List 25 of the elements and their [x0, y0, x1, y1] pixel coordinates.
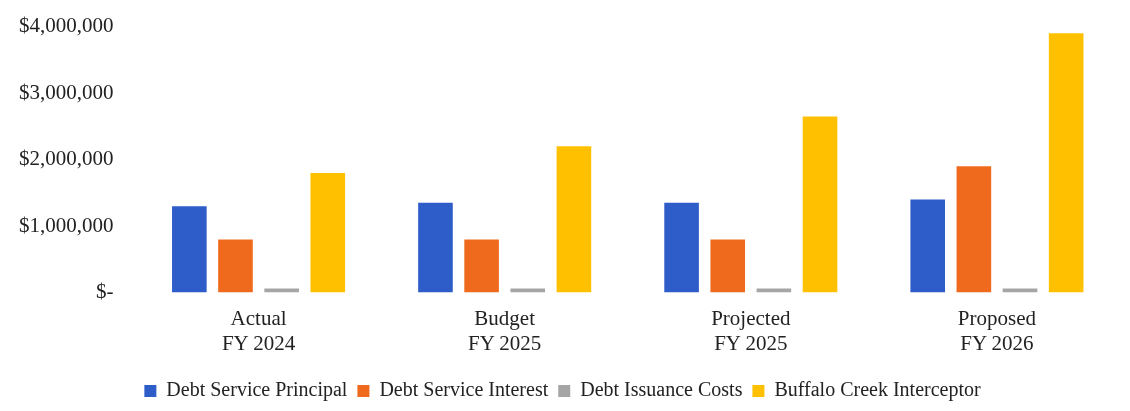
x-tick-label: Actual FY 2024 [221, 305, 296, 355]
bar [664, 202, 699, 293]
bar [310, 172, 346, 293]
bar [802, 116, 838, 293]
legend-label: Debt Service Principal [166, 378, 348, 402]
bar [956, 166, 992, 293]
y-tick-label: $3,000,000 [19, 79, 114, 104]
bar [710, 239, 746, 293]
legend-label: Buffalo Creek Interceptor [774, 378, 981, 402]
bar [910, 199, 946, 293]
bar [556, 146, 592, 293]
bar [464, 239, 499, 293]
legend-label: Debt Issuance Costs [580, 378, 743, 401]
y-tick-label: $1,000,000 [19, 212, 114, 237]
x-tick-label: Projected FY 2025 [711, 305, 791, 355]
x-tick-label: Budget FY 2025 [468, 305, 542, 355]
y-tick-label: $2,000,000 [19, 146, 114, 171]
bar [1048, 33, 1084, 293]
bar [218, 239, 253, 293]
y-tick-label: $- [96, 279, 114, 304]
legend-label: Debt Service Interest [379, 378, 549, 401]
bar [418, 202, 453, 293]
x-tick-label: Proposed FY 2026 [957, 305, 1037, 355]
bar [172, 206, 207, 293]
y-tick-label: $4,000,000 [19, 13, 114, 38]
